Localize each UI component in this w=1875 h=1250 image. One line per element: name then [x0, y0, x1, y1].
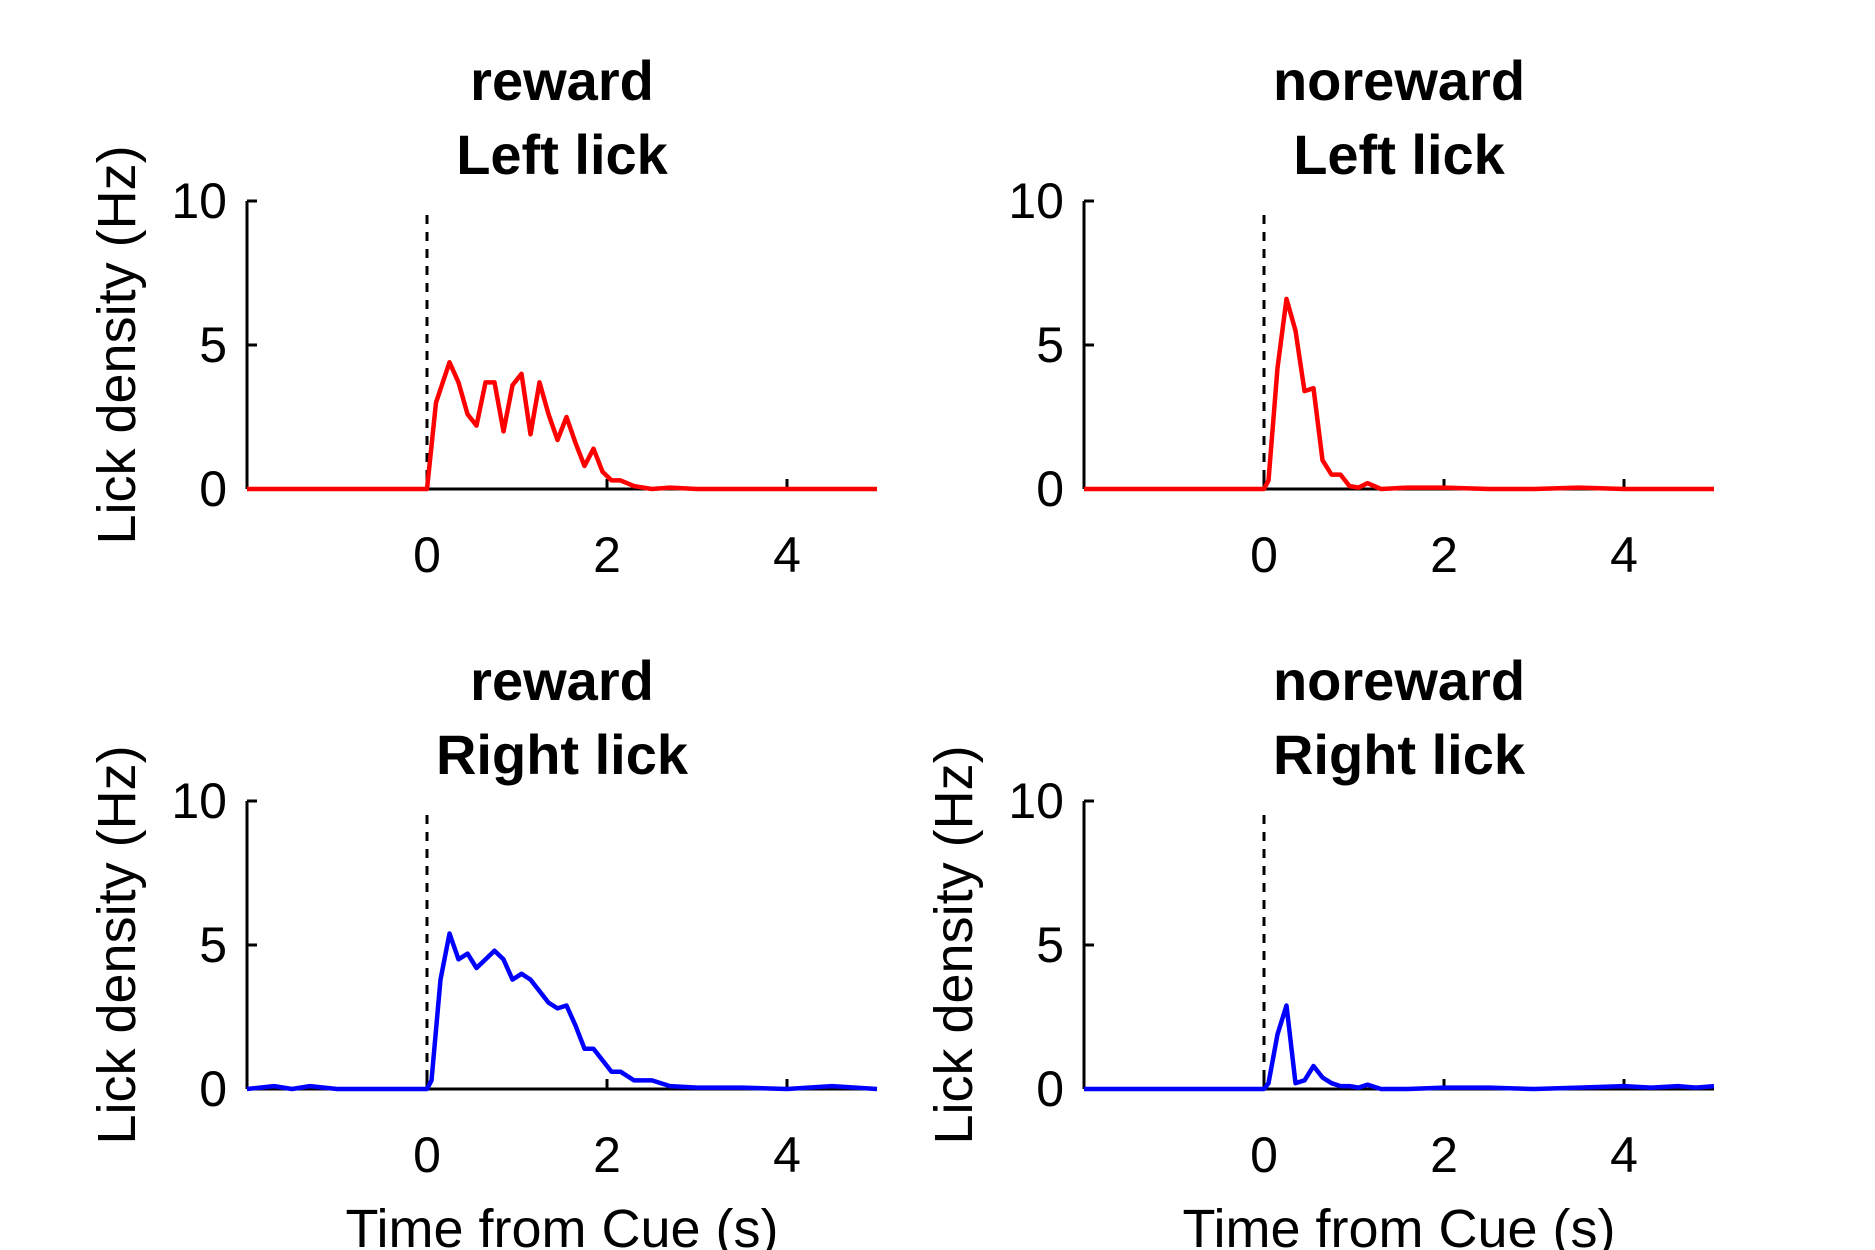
y-tick-label: 5 [1036, 917, 1064, 973]
x-tick-label: 4 [773, 527, 801, 583]
lick-density-series [1084, 1003, 1715, 1092]
chart-title-line2: Right lick [1273, 723, 1526, 786]
y-axis-label: Lick density (Hz) [87, 145, 147, 544]
y-axis-label: Lick density (Hz) [87, 745, 147, 1144]
subplot-reward-left-lick: reward Left lick Lick density (Hz) 05100… [87, 49, 877, 583]
x-tick-label: 2 [1430, 1127, 1458, 1183]
y-tick-label: 0 [1036, 1061, 1064, 1117]
x-tick-label: 2 [1430, 527, 1458, 583]
plot-area [246, 815, 878, 1092]
x-tick-label: 0 [1250, 1127, 1278, 1183]
subplot-reward-right-lick: reward Right lick Lick density (Hz) Time… [87, 649, 878, 1250]
chart-title-line2: Left lick [456, 123, 668, 186]
chart-title-line2: Left lick [1293, 123, 1505, 186]
chart-title-line1: reward [470, 49, 654, 112]
chart-title-line2: Right lick [436, 723, 689, 786]
y-tick-label: 10 [1008, 773, 1064, 829]
y-tick-label: 10 [1008, 173, 1064, 229]
x-tick-label: 0 [413, 1127, 441, 1183]
y-tick-label: 5 [199, 317, 227, 373]
plot-area [1084, 215, 1714, 492]
x-tick-label: 0 [413, 527, 441, 583]
x-tick-label: 4 [1610, 527, 1638, 583]
y-tick-label: 10 [171, 773, 227, 829]
subplot-noreward-right-lick: noreward Right lick Lick density (Hz) Ti… [924, 649, 1715, 1250]
tick-labels: 0 5 10 0 2 4 [1008, 773, 1638, 1183]
tick-labels: 0 5 10 0 2 4 [1008, 173, 1638, 583]
chart-title-line1: reward [470, 649, 654, 712]
lick-density-series [247, 360, 877, 492]
y-tick-label: 5 [199, 917, 227, 973]
plot-area [1084, 815, 1715, 1092]
x-tick-label: 0 [1250, 527, 1278, 583]
x-axis-label: Time from Cue (s) [345, 1199, 778, 1250]
x-tick-label: 2 [593, 1127, 621, 1183]
x-axis-label: Time from Cue (s) [1182, 1199, 1615, 1250]
plot-area [247, 215, 877, 492]
x-tick-label: 2 [593, 527, 621, 583]
chart-title-line1: noreward [1273, 49, 1525, 112]
x-tick-label: 4 [1610, 1127, 1638, 1183]
tick-labels: 0 5 10 0 2 4 [171, 773, 801, 1183]
y-tick-label: 0 [199, 461, 227, 517]
chart-title-line1: noreward [1273, 649, 1525, 712]
lick-density-series [246, 931, 878, 1092]
subplot-noreward-left-lick: noreward Left lick 0 5 10 0 2 4 [1008, 49, 1714, 583]
y-axis-label: Lick density (Hz) [924, 745, 984, 1144]
y-tick-label: 5 [1036, 317, 1064, 373]
lick-density-series [1084, 296, 1714, 492]
y-tick-label: 10 [171, 173, 227, 229]
tick-labels: 0 5 10 0 2 4 [171, 173, 801, 583]
x-tick-label: 4 [773, 1127, 801, 1183]
y-tick-label: 0 [1036, 461, 1064, 517]
y-tick-label: 0 [199, 1061, 227, 1117]
